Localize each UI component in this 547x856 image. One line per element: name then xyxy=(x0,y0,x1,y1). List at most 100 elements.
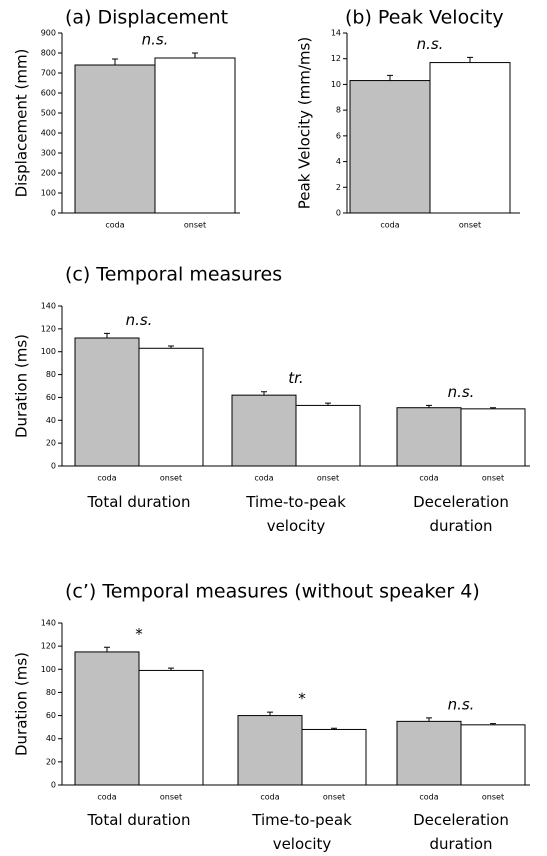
x-tick-label: onset xyxy=(459,221,481,230)
bar xyxy=(74,337,140,467)
category-label-box: Total duration xyxy=(87,493,191,511)
category-label: Time-to-peak velocity xyxy=(252,811,352,853)
y-tick-label: 8 xyxy=(336,106,341,115)
bar-label: onset xyxy=(482,793,504,802)
y-tick-label: 40 xyxy=(46,734,56,743)
error-bar xyxy=(192,52,198,58)
y-tick-label: 0 xyxy=(336,209,341,218)
error-bar xyxy=(387,74,393,81)
y-axis-label: Displacement (mm) xyxy=(13,49,31,198)
chart-title: (b) Peak Velocity xyxy=(345,7,504,29)
category-label-box: Time-to-peak velocity xyxy=(252,811,352,853)
y-tick-label: 200 xyxy=(41,169,56,178)
y-tick-label: 10 xyxy=(331,80,341,89)
y-tick-label: 6 xyxy=(336,131,341,140)
y-tick-label: 0 xyxy=(51,209,56,218)
error-bar xyxy=(490,407,496,409)
annotation: n.s. xyxy=(126,311,153,329)
error-bar xyxy=(112,58,118,65)
y-tick-label: 14 xyxy=(331,29,341,38)
y-tick-label: 20 xyxy=(46,439,56,448)
category-label-box: Total duration xyxy=(87,811,191,829)
y-tick-label: 0 xyxy=(51,781,56,790)
y-tick-label: 800 xyxy=(41,49,56,58)
category-label: Time-to-peak velocity xyxy=(246,493,346,535)
y-tick-label: 40 xyxy=(46,416,56,425)
bar xyxy=(295,404,361,467)
y-tick-label: 300 xyxy=(41,149,56,158)
bar xyxy=(237,715,303,786)
error-bar xyxy=(331,727,337,730)
bar xyxy=(74,64,156,214)
y-tick-label: 12 xyxy=(331,54,341,63)
chart-title: (c) Temporal measures xyxy=(65,264,282,286)
annotation: n.s. xyxy=(448,695,475,713)
y-tick-label: 900 xyxy=(41,29,56,38)
bar-label: onset xyxy=(323,793,345,802)
bar xyxy=(429,62,511,214)
y-tick-label: 700 xyxy=(41,69,56,78)
error-bar xyxy=(261,391,267,396)
error-bar xyxy=(104,332,110,338)
annotation: * xyxy=(298,690,306,708)
bar xyxy=(154,57,236,214)
y-tick-label: 60 xyxy=(46,711,56,720)
x-tick-label: onset xyxy=(184,221,206,230)
bar-label: coda xyxy=(419,474,438,483)
y-tick-label: 100 xyxy=(41,665,56,674)
annotation: n.s. xyxy=(417,35,444,53)
error-bar xyxy=(104,646,110,652)
chart-title: (a) Displacement xyxy=(65,7,228,29)
bar xyxy=(396,720,462,786)
y-tick-label: 400 xyxy=(41,129,56,138)
error-bar xyxy=(168,345,174,349)
bar xyxy=(396,407,462,467)
bar xyxy=(138,669,204,786)
chart-title: (c’) Temporal measures (without speaker … xyxy=(65,581,480,603)
error-bar xyxy=(467,56,473,63)
category-label-box: Deceleration duration xyxy=(413,493,509,535)
y-tick-label: 120 xyxy=(41,642,56,651)
bar xyxy=(231,394,297,467)
y-axis-label: Peak Velocity (mm/ms) xyxy=(296,37,314,209)
category-label: Total duration xyxy=(87,493,191,511)
error-bar xyxy=(168,667,174,671)
category-label: Deceleration duration xyxy=(413,493,509,535)
y-tick-label: 4 xyxy=(336,157,341,166)
category-label-box: Time-to-peak velocity xyxy=(246,493,346,535)
annotation: n.s. xyxy=(142,31,169,49)
y-tick-label: 600 xyxy=(41,89,56,98)
error-bar xyxy=(426,404,432,408)
y-tick-label: 500 xyxy=(41,109,56,118)
bar xyxy=(460,408,526,467)
annotation: n.s. xyxy=(448,383,475,401)
bar xyxy=(349,80,431,214)
bar xyxy=(138,347,204,467)
annotation: tr. xyxy=(288,369,303,387)
bar-label: onset xyxy=(160,474,182,483)
error-bar xyxy=(267,711,273,716)
y-axis-label: Duration (ms) xyxy=(13,334,31,438)
y-tick-label: 2 xyxy=(336,183,341,192)
y-tick-label: 140 xyxy=(41,619,56,628)
y-tick-label: 20 xyxy=(46,757,56,766)
category-label-box: Deceleration duration xyxy=(413,811,509,853)
bar xyxy=(74,651,140,786)
y-tick-label: 0 xyxy=(51,462,56,471)
y-tick-label: 60 xyxy=(46,393,56,402)
y-tick-label: 140 xyxy=(41,302,56,311)
bar-label: coda xyxy=(260,793,279,802)
category-label: Total duration xyxy=(87,811,191,829)
bar-label: onset xyxy=(482,474,504,483)
error-bar xyxy=(490,723,496,725)
y-tick-label: 80 xyxy=(46,370,56,379)
y-tick-label: 80 xyxy=(46,688,56,697)
error-bar xyxy=(426,717,432,722)
bar xyxy=(460,724,526,786)
bar-label: coda xyxy=(419,793,438,802)
annotation: * xyxy=(135,625,143,643)
bar-label: coda xyxy=(254,474,273,483)
x-tick-label: coda xyxy=(380,221,399,230)
y-tick-label: 120 xyxy=(41,324,56,333)
